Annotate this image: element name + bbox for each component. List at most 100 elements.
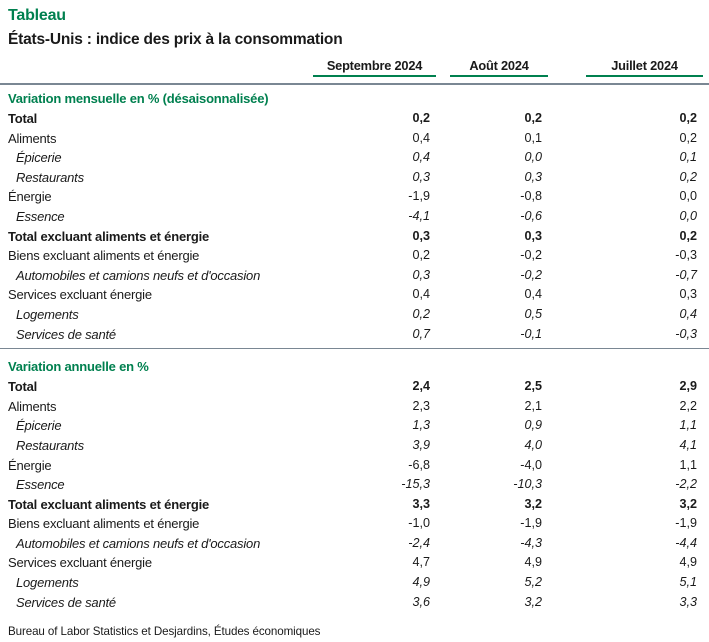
cell-july: 1,1	[679, 457, 697, 472]
row-label: Services de santé	[16, 594, 116, 610]
cell-july: 0,2	[679, 130, 697, 145]
row-label: Essence	[16, 208, 65, 224]
row-label: Services de santé	[16, 326, 116, 342]
row-label: Aliments	[8, 398, 57, 414]
cell-september: -6,8	[408, 457, 430, 472]
cell-august: 2,1	[524, 398, 542, 413]
cell-september: -4,1	[408, 208, 430, 223]
table-row: Total excluant aliments et énergie 0,3 0…	[8, 227, 703, 247]
cell-september: 3,9	[412, 437, 430, 452]
cell-august: 5,2	[524, 575, 542, 590]
cell-august: 3,2	[524, 496, 542, 511]
row-label: Total	[8, 111, 38, 126]
table-row: Aliments 2,3 2,1 2,2	[8, 397, 703, 417]
table-row: Énergie -1,9 -0,8 0,0	[8, 187, 703, 207]
cell-september: 2,4	[412, 379, 430, 394]
row-label: Services excluant énergie	[8, 287, 152, 303]
cell-september: -1,9	[408, 189, 430, 204]
cell-july: -4,4	[675, 535, 697, 550]
cell-july: 3,2	[679, 496, 697, 511]
row-label: Énergie	[8, 189, 52, 205]
table-row: Services de santé 0,7 -0,1 -0,3	[8, 325, 703, 345]
cell-august: 0,0	[524, 150, 542, 165]
row-label: Essence	[16, 477, 65, 493]
section-title: Variation mensuelle en % (désaisonnalisé…	[8, 91, 269, 106]
cell-july: 0,4	[679, 306, 697, 321]
row-label: Automobiles et camions neufs et d'occasi…	[16, 267, 261, 283]
section-rows: Total 0,2 0,2 0,2 Aliments 0,4 0,1 0,2 É…	[8, 109, 703, 344]
cell-september: 0,3	[412, 267, 430, 282]
cell-august: 0,1	[524, 130, 542, 145]
cell-august: 2,5	[524, 379, 542, 394]
table-row: Total 2,4 2,5 2,9	[8, 377, 703, 397]
cell-august: -0,2	[520, 267, 542, 282]
cell-july: -0,3	[675, 248, 697, 263]
table-row: Services de santé 3,6 3,2 3,3	[8, 593, 703, 613]
cell-august: -0,2	[520, 248, 542, 263]
row-label: Total	[8, 379, 38, 395]
cell-august: 0,2	[524, 111, 542, 125]
cell-july: 2,9	[679, 379, 697, 394]
cell-september: 3,3	[412, 496, 430, 511]
cell-september: 0,2	[412, 306, 430, 321]
cell-september: 0,2	[412, 248, 430, 263]
cell-july: 0,0	[679, 208, 697, 223]
source-note: Bureau of Labor Statistics et Desjardins…	[8, 625, 321, 639]
table-body: Variation mensuelle en % (désaisonnalisé…	[0, 89, 709, 612]
header-divider-rule	[0, 83, 709, 85]
cell-august: -0,8	[520, 189, 542, 204]
cell-july: -1,9	[675, 516, 697, 531]
column-header-cell: Septembre 2024	[312, 57, 436, 77]
cell-august: -0,6	[520, 208, 542, 223]
cell-july: 1,1	[679, 418, 697, 433]
row-label: Aliments	[8, 130, 57, 146]
table-row: Total excluant aliments et énergie 3,3 3…	[8, 495, 703, 515]
cell-september: 0,3	[412, 169, 430, 184]
cell-august: -4,0	[520, 457, 542, 472]
row-label: Services excluant énergie	[8, 555, 152, 571]
column-header-cell: Août 2024	[436, 57, 548, 77]
cell-july: 3,3	[679, 594, 697, 609]
cell-july: -0,7	[675, 267, 697, 282]
row-label: Restaurants	[16, 437, 84, 453]
cell-august: 4,0	[524, 437, 542, 452]
section-rows: Total 2,4 2,5 2,9 Aliments 2,3 2,1 2,2 É…	[8, 377, 703, 612]
table-row: Essence -15,3 -10,3 -2,2	[8, 475, 703, 495]
cell-september: 0,4	[412, 150, 430, 165]
cell-august: 0,5	[524, 306, 542, 321]
cell-july: 4,9	[679, 555, 697, 570]
table-row: Énergie -6,8 -4,0 1,1	[8, 456, 703, 476]
cell-august: -0,1	[520, 326, 542, 341]
cell-september: -2,4	[408, 535, 430, 550]
cell-july: 2,2	[679, 398, 697, 413]
column-header-september: Septembre 2024	[313, 58, 436, 77]
table-row: Services excluant énergie 4,7 4,9 4,9	[8, 553, 703, 573]
row-label: Épicerie	[16, 150, 62, 166]
cell-august: -10,3	[513, 477, 542, 492]
cell-august: 0,3	[524, 228, 542, 243]
row-label: Biens excluant aliments et énergie	[8, 248, 200, 264]
cell-september: 0,3	[412, 228, 430, 243]
cell-august: -4,3	[520, 535, 542, 550]
table-row: Automobiles et camions neufs et d'occasi…	[8, 266, 703, 286]
cell-july: 0,2	[679, 169, 697, 184]
row-label: Automobiles et camions neufs et d'occasi…	[16, 535, 261, 551]
column-header-july: Juillet 2024	[586, 58, 703, 77]
cell-september: 4,9	[412, 575, 430, 590]
cell-september: 2,3	[412, 398, 430, 413]
cell-august: 0,3	[524, 169, 542, 184]
cell-july: -0,3	[675, 326, 697, 341]
row-label: Restaurants	[16, 169, 84, 185]
table-row: Logements 4,9 5,2 5,1	[8, 573, 703, 593]
cell-july: 5,1	[679, 575, 697, 590]
table-row: Essence -4,1 -0,6 0,0	[8, 207, 703, 227]
table-section: Variation mensuelle en % (désaisonnalisé…	[8, 89, 703, 344]
cell-july: 4,1	[679, 437, 697, 452]
cell-august: 0,9	[524, 418, 542, 433]
cell-august: 3,2	[524, 594, 542, 609]
table-row: Logements 0,2 0,5 0,4	[8, 305, 703, 325]
cell-july: 0,2	[679, 111, 697, 125]
row-label: Total excluant aliments et énergie	[8, 496, 210, 512]
column-header-august: Août 2024	[450, 58, 548, 77]
